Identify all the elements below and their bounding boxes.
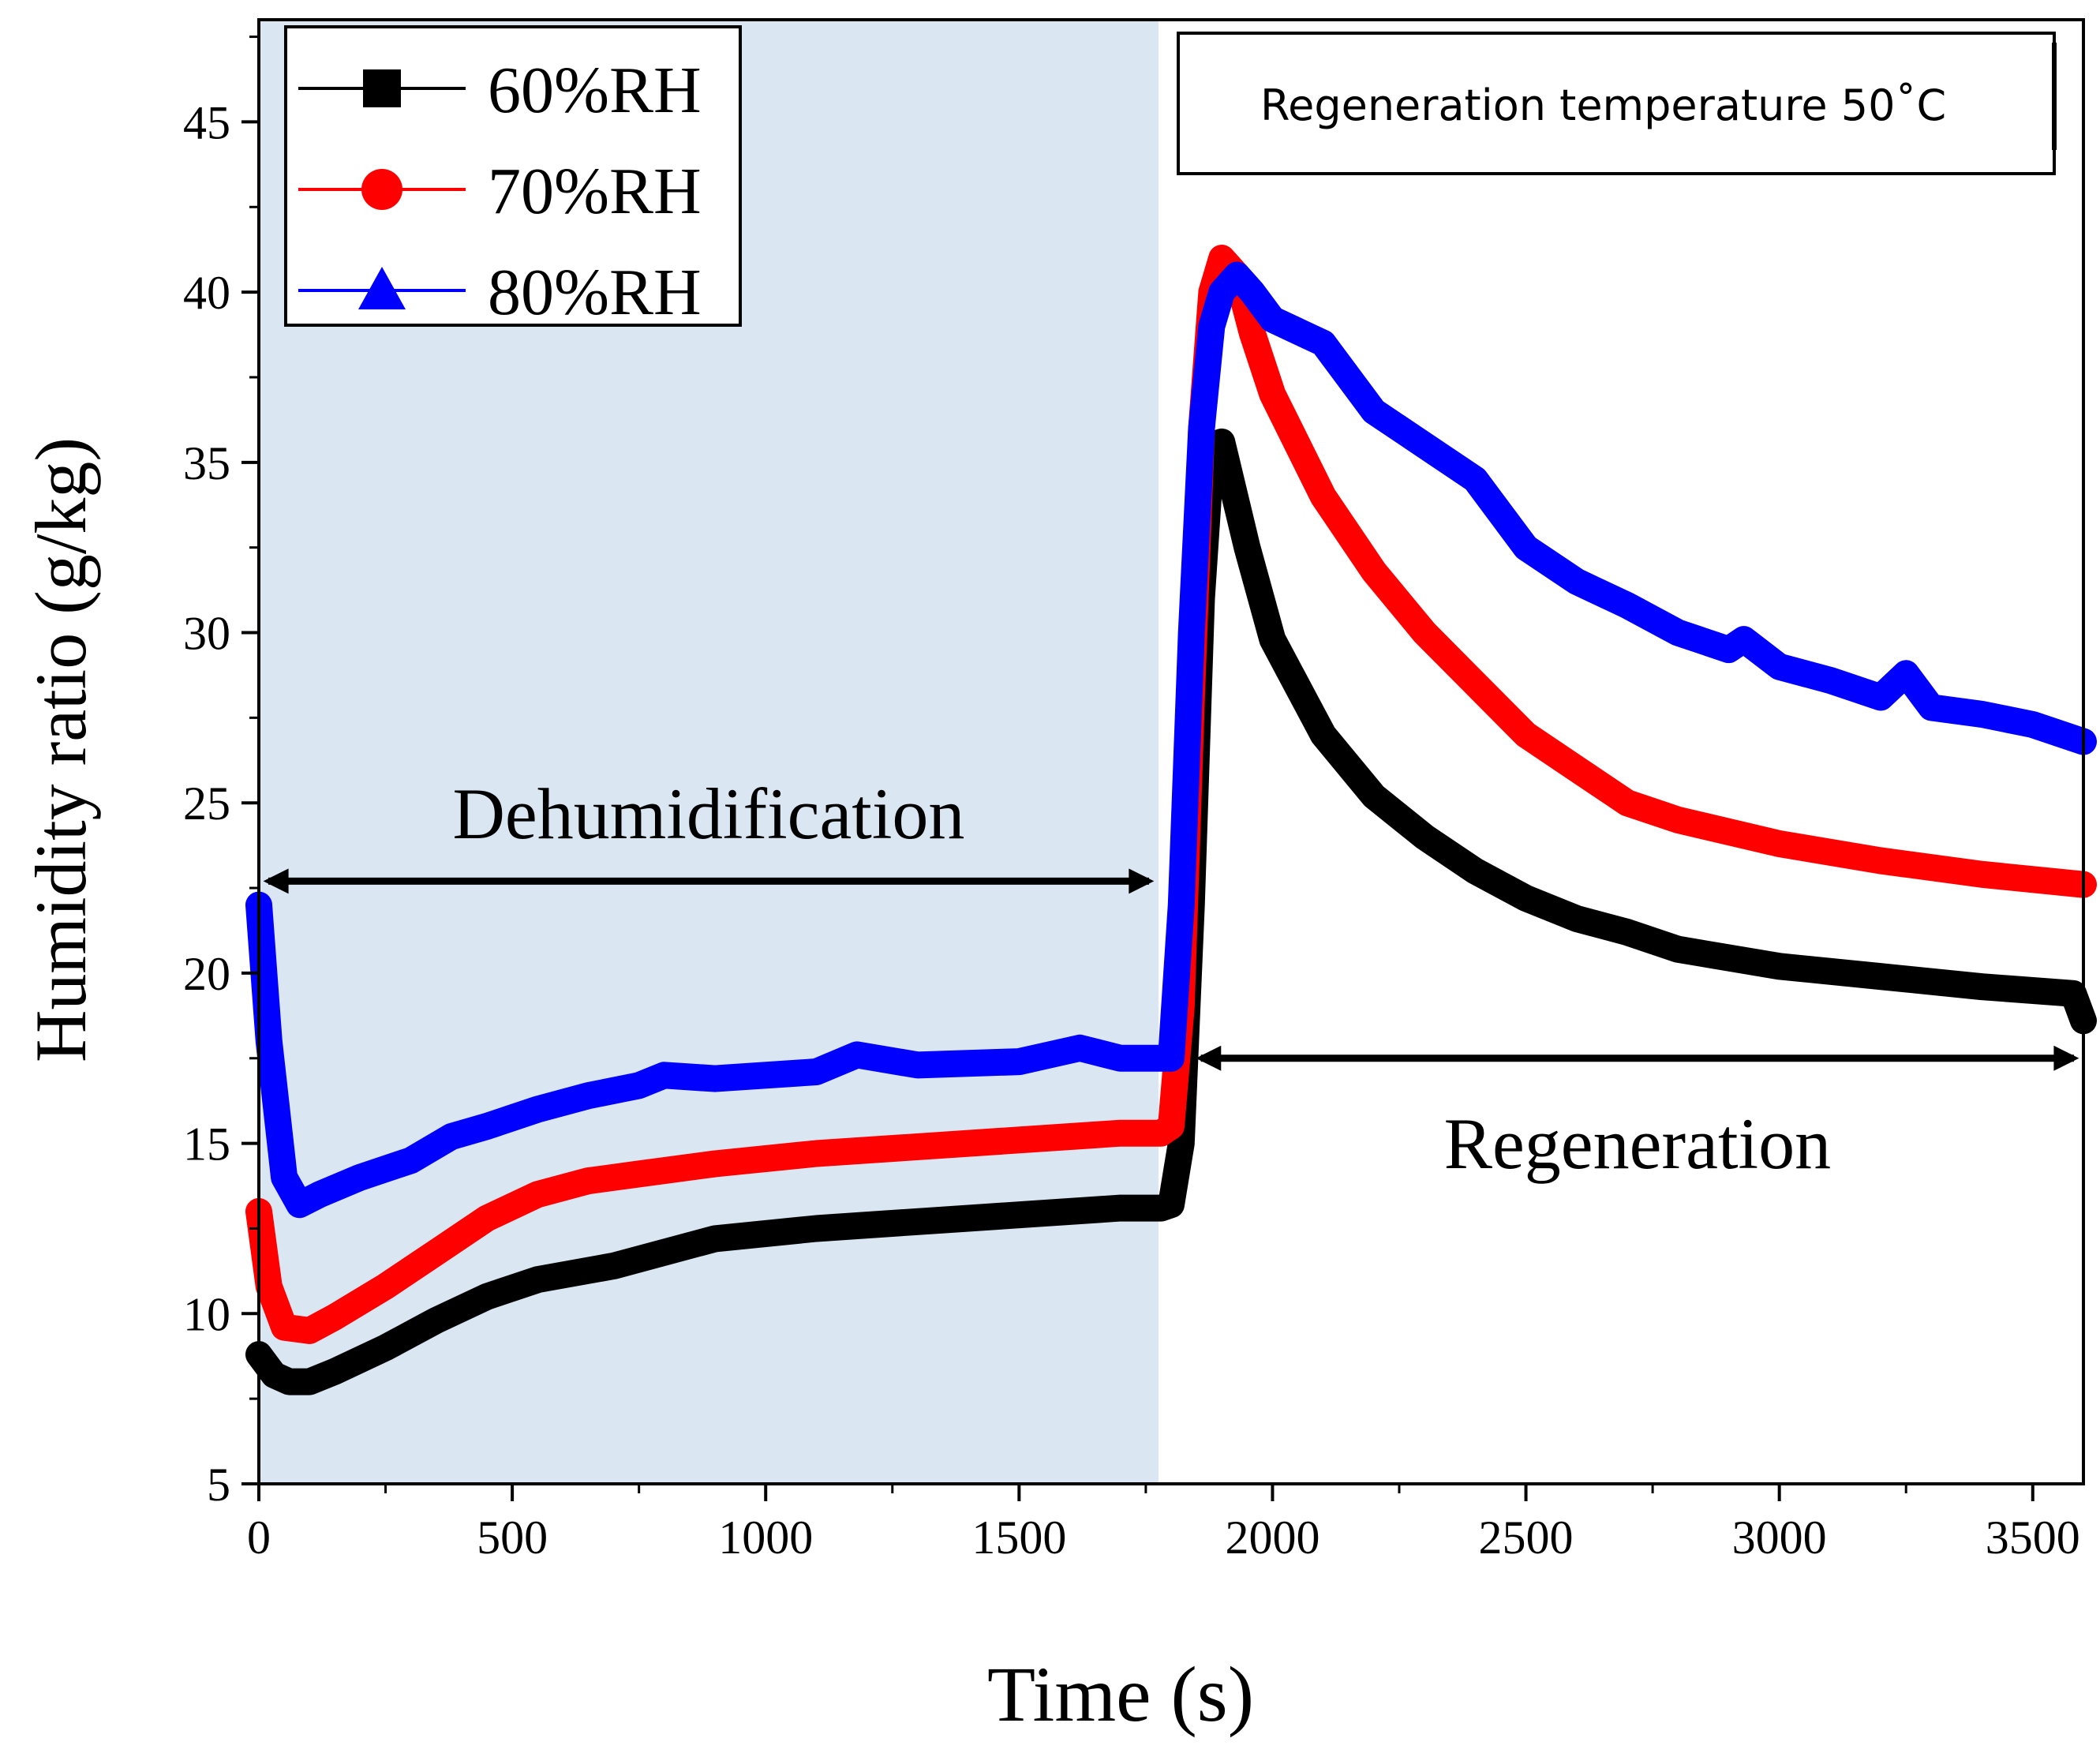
y-tick-label-7: 40 xyxy=(183,267,230,319)
x-tick-label-7: 3500 xyxy=(1986,1511,2080,1564)
y-tick-label-8: 45 xyxy=(183,96,230,148)
x-tick-label-6: 3000 xyxy=(1732,1511,1827,1564)
legend: 60%RH 70%RH 80%RH xyxy=(284,25,742,329)
x-tick-label-1: 500 xyxy=(477,1511,548,1564)
y-tick-label-4: 25 xyxy=(183,777,230,830)
x-tick-label-5: 2500 xyxy=(1479,1511,1574,1564)
y-tick-label-0: 5 xyxy=(207,1459,230,1511)
dehumidification-label: Dehumidification xyxy=(452,773,964,854)
annotation-box: Regeneration temperature 50˚C xyxy=(1177,32,2057,175)
y-tick-label-3: 20 xyxy=(183,948,230,1000)
x-tick-label-2: 1000 xyxy=(718,1511,813,1564)
annotation-text: Regeneration temperature 50˚C xyxy=(1260,81,1946,130)
legend-square-marker xyxy=(363,69,401,107)
x-tick-label-3: 1500 xyxy=(971,1511,1066,1564)
y-axis-label: Humidity ratio (g/kg) xyxy=(21,437,101,1062)
axes: 0 500 1000 1500 2000 2500 3000 3500 5 10 15 20 25 30 3… xyxy=(183,18,2085,1564)
x-tick-label-4: 2000 xyxy=(1225,1511,1320,1564)
series-layer xyxy=(245,245,2097,1395)
legend-label-1: 70%RH xyxy=(488,155,702,228)
legend-triangle-marker xyxy=(358,267,406,309)
x-tick-label-0: 0 xyxy=(247,1511,271,1564)
phase-arrows xyxy=(263,868,2079,1071)
plot-frame xyxy=(257,18,2085,1485)
y-tick-label-2: 15 xyxy=(183,1118,230,1171)
y-tick-label-5: 30 xyxy=(183,608,230,660)
x-axis-label: Time (s) xyxy=(987,1650,1254,1738)
legend-label-0: 60%RH xyxy=(488,54,702,127)
legend-circle-marker xyxy=(361,169,402,210)
regeneration-label: Regeneration xyxy=(1444,1103,1831,1184)
series-line-80pctrh xyxy=(245,261,2097,1219)
y-tick-label-6: 35 xyxy=(183,437,230,489)
y-tick-label-1: 10 xyxy=(183,1288,230,1340)
legend-label-2: 80%RH xyxy=(488,256,702,329)
